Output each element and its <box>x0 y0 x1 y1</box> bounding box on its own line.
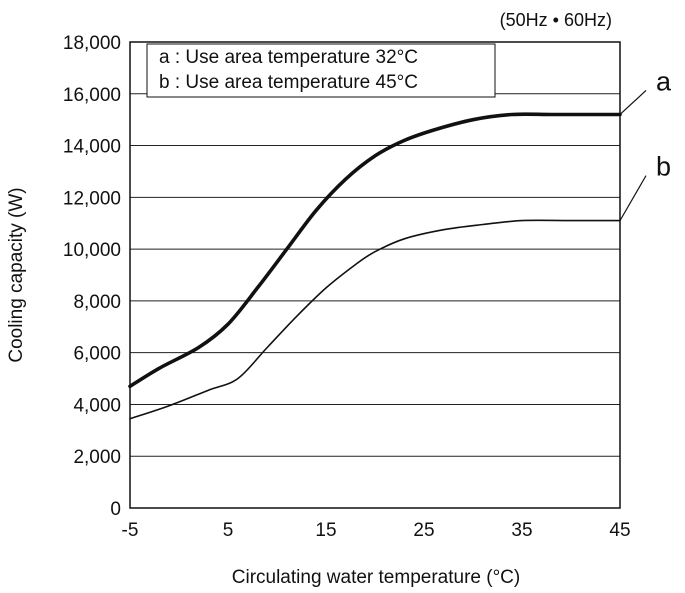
y-tick-label: 10,000 <box>63 240 121 261</box>
y-axis-label: Cooling capacity (W) <box>6 187 27 362</box>
series-leader-b <box>619 175 647 221</box>
y-tick-label: 0 <box>110 499 121 520</box>
y-tick-label: 2,000 <box>73 447 121 468</box>
frequency-note: (50Hz • 60Hz) <box>500 10 612 30</box>
legend-entry-a: a : Use area temperature 32°C <box>159 47 418 68</box>
y-tick-label: 18,000 <box>63 33 121 54</box>
series-lines: ab <box>128 66 672 420</box>
series-tag-a: a <box>656 66 672 96</box>
x-tick-label: 15 <box>315 520 336 541</box>
y-tick-labels: 0 2,000 4,000 6,000 8,000 10,000 12,000 14,000 1… <box>63 33 121 520</box>
y-tick-label: 4,000 <box>73 395 121 416</box>
series-leader-a <box>619 90 647 115</box>
series-line-b <box>129 219 621 420</box>
y-tick-label: 16,000 <box>63 85 121 106</box>
grid-lines <box>130 93 620 457</box>
x-axis-label: Circulating water temperature (°C) <box>232 567 520 588</box>
y-tick-label: 12,000 <box>63 188 121 209</box>
legend: a : Use area temperature 32°C b : Use ar… <box>146 43 496 98</box>
x-tick-labels: -5 5 15 25 35 45 <box>122 520 631 541</box>
y-tick-label: 8,000 <box>73 292 121 313</box>
x-tick-label: 45 <box>609 520 630 541</box>
x-tick-label: -5 <box>122 520 139 541</box>
x-tick-label: 25 <box>413 520 434 541</box>
plot-area-frame <box>129 41 621 509</box>
series-tag-b: b <box>656 152 671 182</box>
x-tick-label: 35 <box>511 520 532 541</box>
y-tick-label: 14,000 <box>63 137 121 158</box>
y-tick-label: 6,000 <box>73 344 121 365</box>
legend-box <box>146 43 496 98</box>
legend-entry-b: b : Use area temperature 45°C <box>159 72 418 93</box>
x-tick-label: 5 <box>223 520 234 541</box>
series-line-a <box>128 112 622 389</box>
